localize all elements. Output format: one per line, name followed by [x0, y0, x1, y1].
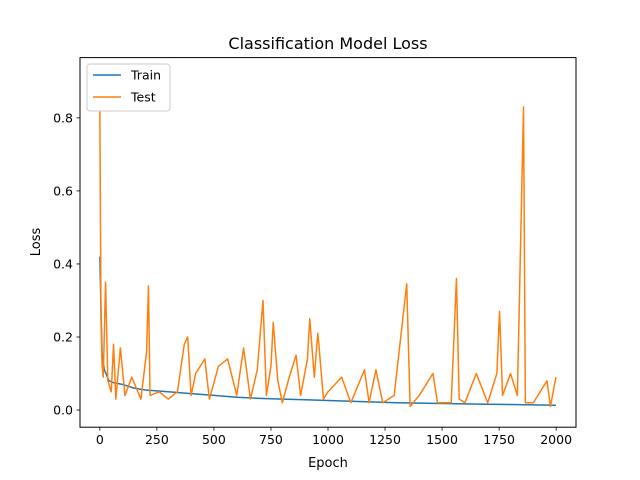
chart-title: Classification Model Loss: [228, 34, 427, 53]
x-tick-label: 1750: [483, 432, 515, 447]
y-tick-label: 0.6: [53, 183, 73, 198]
x-tick-label: 1000: [312, 432, 344, 447]
x-tick-label: 500: [202, 432, 226, 447]
series-line-train: [99, 256, 556, 407]
legend-label-test: Test: [130, 90, 156, 105]
y-axis: 0.0 0.2 0.4 0.6 0.8: [53, 110, 80, 418]
y-axis-label: Loss: [29, 228, 44, 257]
x-tick-label: 0: [96, 432, 104, 447]
x-tick-label: 750: [259, 432, 283, 447]
legend: Train Test: [86, 63, 171, 112]
x-tick-label: 1500: [426, 432, 458, 447]
y-tick-label: 0.8: [53, 110, 73, 125]
y-tick-label: 0.0: [53, 403, 73, 418]
series-line-test: [99, 106, 557, 408]
series-layer: [99, 106, 557, 408]
x-axis-label: Epoch: [308, 456, 348, 471]
x-tick-label: 250: [145, 432, 169, 447]
y-tick-label: 0.4: [53, 256, 73, 271]
x-tick-label: 1250: [369, 432, 401, 447]
y-tick-label: 0.2: [53, 329, 73, 344]
x-axis: 0 250 500 750 1000 1250 1500 1750 2000: [96, 427, 572, 447]
x-tick-label: 2000: [540, 432, 572, 447]
legend-label-train: Train: [130, 68, 161, 83]
